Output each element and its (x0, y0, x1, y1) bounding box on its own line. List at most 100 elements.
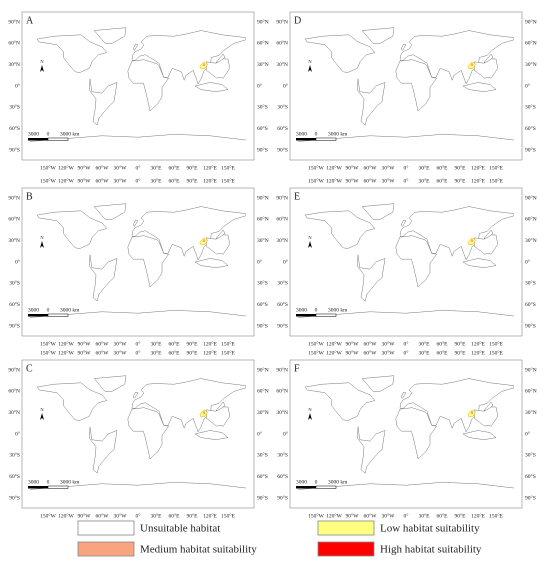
scale-label: 0 (47, 131, 50, 137)
scale-label: 3000 km (328, 131, 348, 137)
scale-label: 3000 (296, 479, 307, 485)
longitude-label: 120°E (203, 340, 217, 347)
scale-bar-black (296, 138, 316, 141)
longitude-label: 90°W (78, 340, 92, 347)
latitude-label: 0° (257, 258, 262, 265)
longitude-label: 30°E (150, 512, 162, 519)
longitude-label: 60°W (96, 349, 110, 356)
longitude-label: 30°W (382, 164, 396, 171)
longitude-label: 0° (136, 177, 141, 184)
longitude-label: 150°W (40, 177, 56, 184)
scale-bar-white (315, 137, 337, 141)
latitude-label: 30°S (525, 452, 536, 459)
longitude-label: 30°W (114, 340, 128, 347)
longitude-label: 90°E (454, 349, 466, 356)
legend-label: Low habitat suitability (380, 523, 480, 535)
latitude-label: 90°S (525, 322, 536, 329)
latitude-label: 30°S (257, 104, 268, 111)
scale-bar-white (47, 485, 69, 489)
longitude-label: 30°W (114, 177, 128, 184)
map-panel: C150°W150°W120°W120°W90°W90°W60°W60°W30°… (8, 349, 268, 519)
longitude-label: 120°E (203, 512, 217, 519)
latitude-label: 30°N (257, 237, 269, 244)
legend-swatch (77, 520, 135, 536)
longitude-label: 150°W (308, 340, 324, 347)
latitude-label: 60°N (8, 388, 20, 395)
map-panel: E150°W150°W120°W120°W90°W90°W60°W60°W30°… (276, 177, 536, 347)
latitude-label: 60°S (9, 301, 20, 308)
longitude-label: 30°W (382, 512, 396, 519)
legend-label: Medium habitat suitability (140, 544, 257, 556)
panel-label: D (294, 15, 301, 26)
north-arrow (40, 241, 44, 248)
latitude-label: 90°N (525, 366, 537, 373)
latitude-label: 90°S (525, 146, 536, 153)
latitude-label: 90°N (276, 366, 288, 373)
longitude-label: 30°E (150, 177, 162, 184)
latitude-label: 60°S (277, 125, 288, 132)
scale-bar-black (28, 314, 48, 317)
longitude-label: 30°W (114, 349, 128, 356)
legend-swatch (77, 541, 135, 557)
scale-label: 3000 km (60, 307, 80, 313)
legend-swatch (317, 541, 375, 557)
latitude-label: 90°S (277, 494, 288, 501)
longitude-label: 30°W (382, 349, 396, 356)
latitude-label: 60°N (525, 388, 537, 395)
longitude-label: 60°W (96, 164, 110, 171)
latitude-label: 90°S (9, 322, 20, 329)
longitude-label: 60°W (364, 164, 378, 171)
longitude-label: 0° (136, 164, 141, 171)
longitude-label: 30°W (114, 164, 128, 171)
latitude-label: 90°N (8, 366, 20, 373)
longitude-label: 90°E (454, 512, 466, 519)
longitude-label: 60°W (96, 512, 110, 519)
latitude-label: 30°N (8, 409, 20, 416)
latitude-label: 90°S (277, 322, 288, 329)
latitude-label: 30°S (9, 104, 20, 111)
scale-bar-black (296, 314, 316, 317)
longitude-label: 150°W (308, 177, 324, 184)
longitude-label: 120°W (58, 177, 74, 184)
longitude-label: 120°E (471, 177, 485, 184)
latitude-label: 90°S (257, 322, 268, 329)
legend-swatch (317, 520, 375, 536)
longitude-label: 120°W (58, 512, 74, 519)
longitude-label: 150°E (489, 340, 503, 347)
latitude-label: 30°N (276, 61, 288, 68)
latitude-label: 60°S (525, 125, 536, 132)
north-label: N (40, 235, 44, 240)
longitude-label: 60°E (168, 340, 180, 347)
latitude-label: 30°N (276, 409, 288, 416)
latitude-label: 0° (525, 82, 530, 89)
scale-label: 3000 (28, 307, 39, 313)
latitude-label: 30°N (276, 237, 288, 244)
longitude-label: 120°W (326, 177, 342, 184)
longitude-label: 30°W (382, 340, 396, 347)
latitude-label: 90°S (257, 494, 268, 501)
latitude-label: 90°N (525, 194, 537, 201)
longitude-label: 60°E (436, 340, 448, 347)
scale-label: 0 (315, 131, 318, 137)
latitude-label: 30°N (8, 61, 20, 68)
longitude-label: 0° (136, 340, 141, 347)
latitude-label: 60°N (257, 388, 269, 395)
latitude-label: 0° (15, 82, 20, 89)
longitude-label: 0° (136, 349, 141, 356)
scale-label: 3000 (28, 131, 39, 137)
map-panel: A 150°W 120°W 90°W 60°W 30°W 0° 30°E 60°E 90°E 120… (8, 11, 269, 171)
longitude-label: 60°E (168, 512, 180, 519)
latitude-label: 60°S (9, 125, 20, 132)
north-arrow (308, 65, 312, 72)
latitude-label: 60°S (257, 473, 268, 480)
longitude-label: 30°E (418, 164, 430, 171)
latitude-label: 30°N (525, 409, 537, 416)
latitude-label: 30°N (525, 237, 537, 244)
latitude-label: 30°S (525, 104, 536, 111)
latitude-label: 30°S (277, 452, 288, 459)
latitude-label: 90°S (9, 146, 20, 153)
longitude-label: 60°W (364, 340, 378, 347)
north-label: N (308, 407, 312, 412)
latitude-label: 0° (525, 430, 530, 437)
